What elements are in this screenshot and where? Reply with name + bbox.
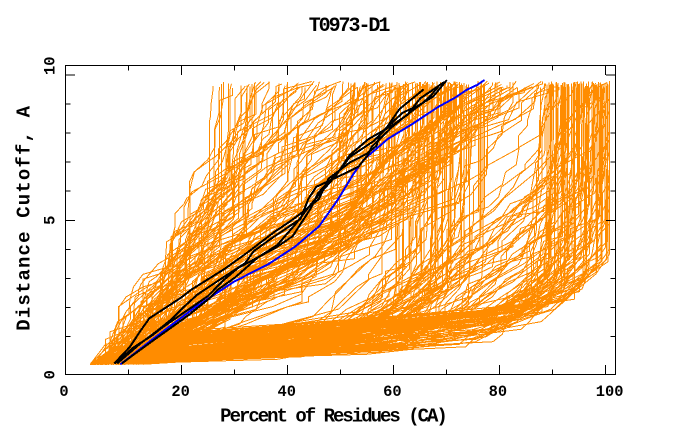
svg-text:10: 10 bbox=[42, 57, 60, 75]
svg-text:Distance Cutoff, A: Distance Cutoff, A bbox=[14, 105, 36, 331]
svg-text:0: 0 bbox=[59, 383, 68, 401]
svg-text:Percent of Residues (CA): Percent of Residues (CA) bbox=[220, 406, 446, 428]
svg-text:T0973-D1: T0973-D1 bbox=[309, 15, 391, 38]
svg-text:80: 80 bbox=[489, 383, 507, 401]
svg-text:5: 5 bbox=[42, 216, 60, 225]
svg-text:0: 0 bbox=[42, 370, 60, 379]
svg-text:20: 20 bbox=[171, 383, 189, 401]
svg-text:60: 60 bbox=[383, 383, 401, 401]
svg-text:40: 40 bbox=[278, 383, 296, 401]
svg-text:100: 100 bbox=[596, 383, 624, 401]
